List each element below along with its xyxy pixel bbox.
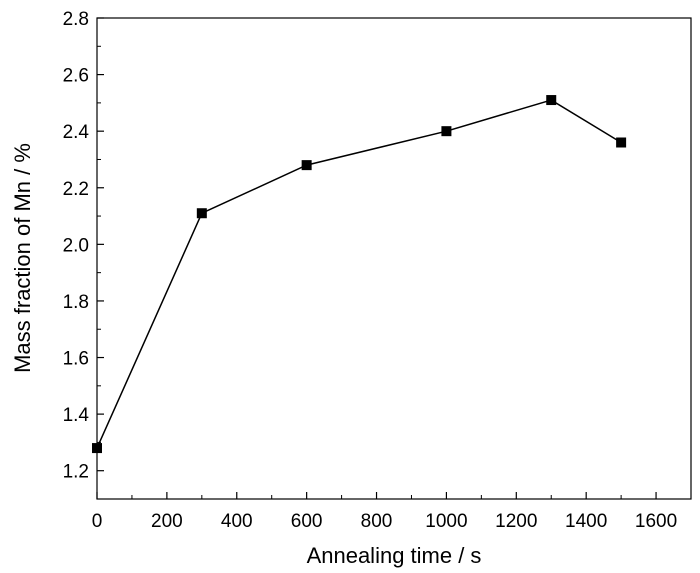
x-tick-label: 1200	[495, 511, 537, 532]
data-point	[441, 126, 452, 137]
x-tick-label: 200	[151, 511, 183, 532]
y-tick-label: 1.8	[63, 292, 89, 313]
y-axis-title: Mass fraction of Mn / %	[10, 143, 35, 373]
series-markers	[92, 95, 627, 454]
x-tick-label: 800	[361, 511, 393, 532]
x-axis: 0 200 400 600 800 1000 1200 1400 1600	[92, 492, 677, 532]
data-point	[546, 95, 557, 106]
data-point	[616, 137, 627, 148]
y-axis: 1.2 1.4 1.6 1.8 2.0 2.2 2.4 2.6 2.8	[63, 9, 104, 483]
x-tick-label: 600	[291, 511, 323, 532]
data-point	[92, 443, 102, 454]
y-tick-label: 1.4	[63, 405, 90, 426]
plot-frame	[96, 17, 692, 500]
series-line	[96, 99, 622, 449]
y-tick-label: 2.6	[63, 66, 89, 87]
y-tick-label: 1.2	[63, 462, 89, 483]
x-tick-label: 1600	[635, 511, 677, 532]
x-tick-label: 0	[92, 511, 103, 532]
y-tick-label: 2.2	[63, 179, 89, 200]
x-tick-label: 1400	[565, 511, 607, 532]
x-axis-title: Annealing time / s	[307, 543, 482, 568]
y-tick-label: 2.8	[63, 9, 89, 30]
data-point	[196, 208, 207, 219]
y-tick-label: 2.0	[63, 235, 89, 256]
y-tick-label: 1.6	[63, 349, 89, 370]
x-tick-label: 1000	[425, 511, 467, 532]
data-point	[301, 160, 312, 171]
x-tick-label: 400	[221, 511, 253, 532]
y-tick-label: 2.4	[63, 122, 90, 143]
